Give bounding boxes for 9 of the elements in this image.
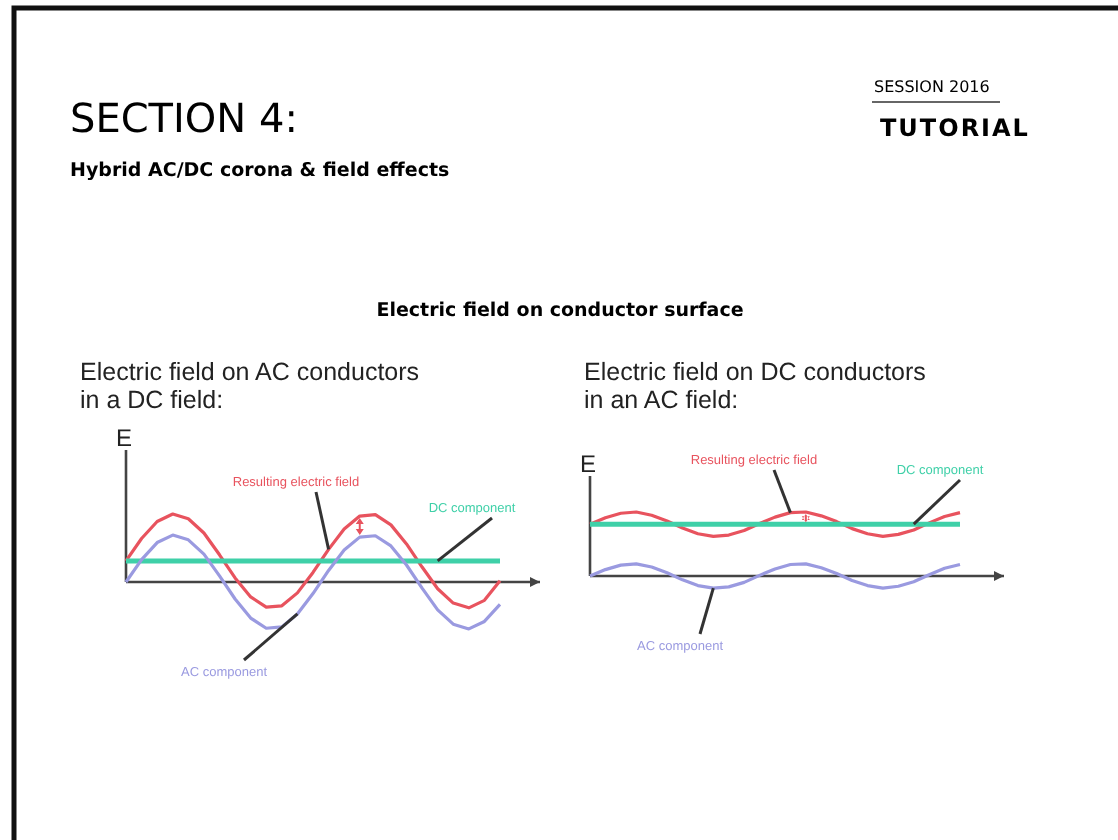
chart-title: Electric field on AC conductors in a DC field: xyxy=(80,358,420,414)
text: SESSION 2016 xyxy=(874,78,990,96)
text: SECTION 4: xyxy=(70,94,298,142)
text: Electric field on conductor surface xyxy=(376,300,744,322)
text: TUTORIAL xyxy=(880,114,1030,142)
y-axis-title: E xyxy=(580,450,597,478)
text: Hybrid AC/DC corona & field effects xyxy=(70,160,450,182)
y-axis-title: E xyxy=(116,424,133,452)
chart-title: Electric field on DC conductors in an AC field: xyxy=(584,358,926,414)
